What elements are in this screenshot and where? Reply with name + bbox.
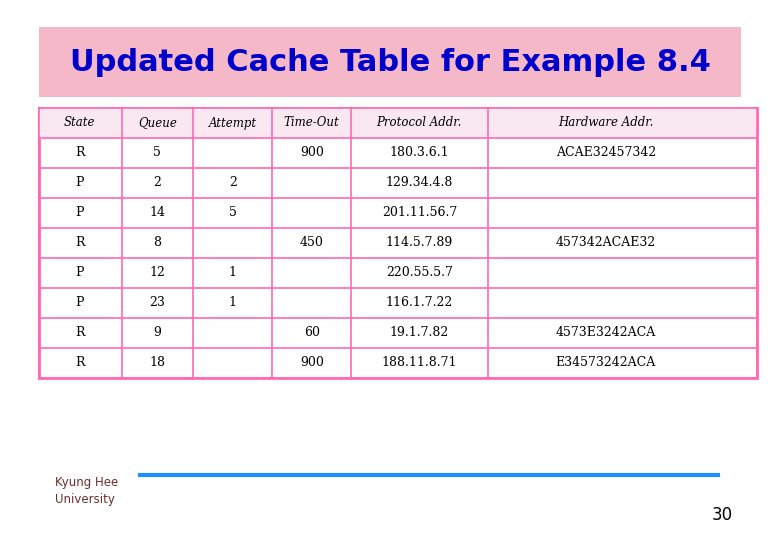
- Text: 220.55.5.7: 220.55.5.7: [386, 267, 452, 280]
- Text: 4573E3242ACA: 4573E3242ACA: [556, 327, 656, 340]
- Text: 1: 1: [229, 267, 237, 280]
- Text: 116.1.7.22: 116.1.7.22: [385, 296, 453, 309]
- Text: State: State: [64, 117, 96, 130]
- Bar: [39, 108, 757, 138]
- Text: 19.1.7.82: 19.1.7.82: [390, 327, 449, 340]
- Text: 30: 30: [712, 506, 733, 524]
- Text: P: P: [76, 206, 84, 219]
- Text: Queue: Queue: [138, 117, 177, 130]
- Text: R: R: [75, 356, 85, 369]
- Text: 457342ACAE32: 457342ACAE32: [556, 237, 656, 249]
- Text: 114.5.7.89: 114.5.7.89: [385, 237, 453, 249]
- Text: 900: 900: [300, 146, 324, 159]
- Text: 180.3.6.1: 180.3.6.1: [389, 146, 449, 159]
- Text: Attempt: Attempt: [209, 117, 257, 130]
- Text: P: P: [76, 296, 84, 309]
- Text: P: P: [76, 267, 84, 280]
- Text: 18: 18: [150, 356, 165, 369]
- Text: 129.34.4.8: 129.34.4.8: [385, 177, 453, 190]
- Text: Updated Cache Table for Example 8.4: Updated Cache Table for Example 8.4: [69, 48, 711, 77]
- Text: P: P: [76, 177, 84, 190]
- Text: E34573242ACA: E34573242ACA: [556, 356, 656, 369]
- Text: Protocol Addr.: Protocol Addr.: [377, 117, 462, 130]
- Text: 5: 5: [229, 206, 236, 219]
- Text: R: R: [75, 327, 85, 340]
- Text: 14: 14: [150, 206, 165, 219]
- Text: 201.11.56.7: 201.11.56.7: [381, 206, 457, 219]
- Text: R: R: [75, 237, 85, 249]
- Text: Hardware Addr.: Hardware Addr.: [558, 117, 654, 130]
- Text: 2: 2: [154, 177, 161, 190]
- Text: Time-Out: Time-Out: [284, 117, 339, 130]
- Text: 8: 8: [154, 237, 161, 249]
- Text: 2: 2: [229, 177, 236, 190]
- Text: 450: 450: [300, 237, 324, 249]
- Text: 60: 60: [303, 327, 320, 340]
- Text: 188.11.8.71: 188.11.8.71: [381, 356, 457, 369]
- Text: 12: 12: [150, 267, 165, 280]
- Text: 1: 1: [229, 296, 237, 309]
- Text: 9: 9: [154, 327, 161, 340]
- Text: Kyung Hee
University: Kyung Hee University: [55, 476, 118, 507]
- Text: 900: 900: [300, 356, 324, 369]
- Text: ACAE32457342: ACAE32457342: [556, 146, 656, 159]
- Text: 23: 23: [150, 296, 165, 309]
- Text: R: R: [75, 146, 85, 159]
- Text: 5: 5: [154, 146, 161, 159]
